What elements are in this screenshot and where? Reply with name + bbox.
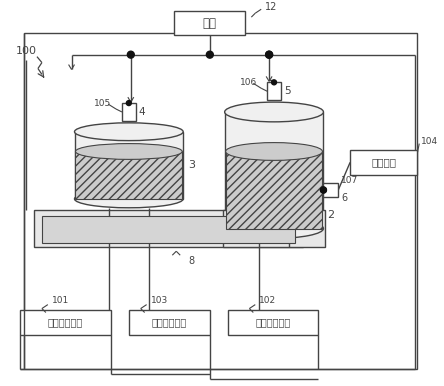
Bar (225, 112, 323, 229)
Ellipse shape (226, 142, 322, 160)
Bar (223, 210, 325, 247)
Circle shape (206, 51, 213, 58)
Circle shape (127, 51, 134, 58)
Text: 8: 8 (188, 256, 194, 266)
Text: 液体: 液体 (203, 17, 217, 30)
Ellipse shape (75, 144, 182, 159)
Text: 控制部分: 控制部分 (371, 157, 396, 168)
Ellipse shape (225, 102, 323, 122)
Text: 106: 106 (239, 78, 257, 87)
Bar (20, 310, 111, 335)
Text: 6: 6 (341, 193, 347, 203)
Bar (129, 310, 210, 335)
Text: 5: 5 (284, 86, 290, 96)
Bar (42, 216, 295, 243)
Ellipse shape (75, 123, 183, 141)
Ellipse shape (75, 190, 183, 208)
Circle shape (321, 187, 326, 193)
Text: 3: 3 (188, 160, 195, 170)
Circle shape (266, 51, 273, 58)
Bar (323, 183, 338, 197)
Bar (174, 11, 246, 35)
Bar (267, 82, 281, 100)
Text: 103: 103 (151, 296, 168, 305)
Ellipse shape (225, 218, 323, 239)
Text: 105: 105 (94, 99, 111, 108)
Circle shape (272, 80, 277, 85)
Text: 100: 100 (16, 46, 37, 56)
Bar (226, 151, 322, 229)
Bar (34, 210, 303, 247)
Circle shape (321, 187, 326, 193)
Text: 2: 2 (327, 210, 334, 220)
Text: 101: 101 (52, 296, 69, 305)
Circle shape (266, 51, 273, 58)
Text: 第一检测部分: 第一检测部分 (48, 317, 83, 327)
Text: 第三检测部分: 第三检测部分 (152, 317, 187, 327)
Text: 107: 107 (341, 176, 358, 185)
Circle shape (127, 101, 131, 105)
Bar (24, 33, 417, 369)
Text: 104: 104 (421, 137, 438, 146)
Bar (75, 151, 182, 199)
Text: 102: 102 (259, 296, 276, 305)
Text: 4: 4 (139, 107, 145, 117)
Text: 第二检测部分: 第二检测部分 (255, 317, 291, 327)
Text: 12: 12 (265, 2, 278, 12)
Bar (350, 149, 417, 175)
Bar (75, 132, 183, 199)
Bar (122, 103, 136, 121)
Bar (228, 310, 318, 335)
